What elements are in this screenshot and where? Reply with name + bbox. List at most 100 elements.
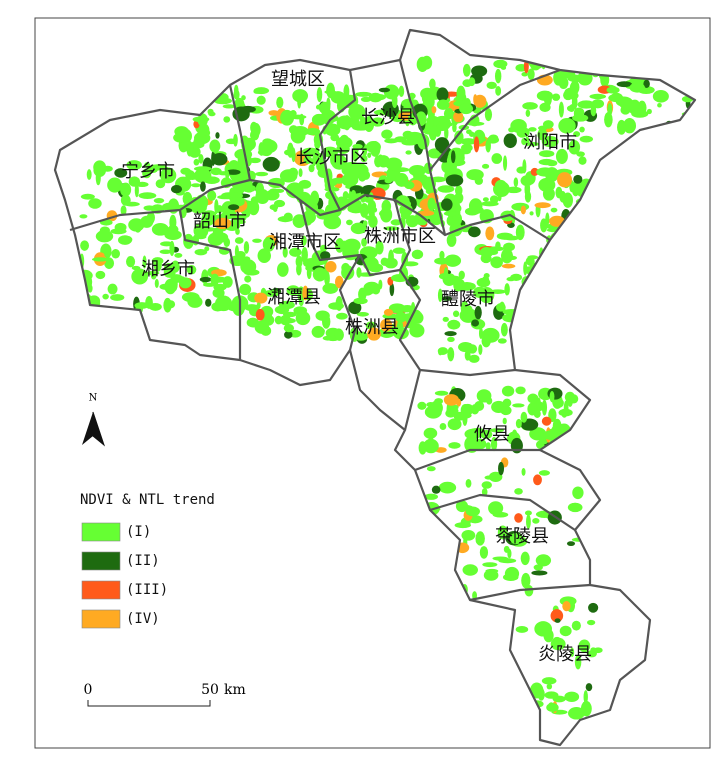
patch: [500, 322, 508, 337]
patch: [107, 177, 123, 193]
patch: [235, 228, 240, 235]
patch: [383, 308, 394, 316]
patch: [405, 215, 419, 228]
patch: [465, 478, 472, 488]
patch: [95, 170, 101, 186]
region-label: 醴陵市: [441, 289, 495, 310]
patch: [225, 170, 230, 180]
region-label: 攸县: [474, 424, 510, 445]
patch: [286, 285, 300, 296]
patch: [534, 202, 551, 209]
patch: [541, 399, 548, 416]
patch: [200, 181, 206, 192]
patch: [171, 185, 183, 194]
patch: [502, 155, 508, 171]
patch: [520, 205, 526, 215]
patch: [482, 562, 498, 568]
patch: [450, 150, 456, 164]
patch: [446, 233, 457, 247]
patch: [540, 218, 548, 233]
patch: [198, 153, 204, 164]
patch: [533, 564, 543, 571]
patch: [295, 311, 311, 326]
patch: [378, 279, 383, 290]
patch: [174, 253, 183, 258]
patch: [524, 510, 532, 516]
patch: [468, 354, 480, 363]
patch: [572, 486, 584, 500]
district-boundaries: [69, 59, 591, 602]
patch: [404, 181, 415, 190]
patch: [325, 260, 337, 273]
patch: [542, 187, 555, 201]
patch: [348, 301, 362, 315]
patch: [623, 117, 637, 134]
patch: [546, 683, 553, 690]
patch: [427, 117, 434, 129]
region-label: 湘乡市: [141, 259, 195, 280]
frame: [34, 17, 711, 749]
patch: [278, 317, 296, 324]
patch: [348, 103, 366, 120]
patch: [213, 232, 229, 243]
patch: [473, 94, 478, 105]
patch: [356, 311, 369, 317]
patch: [447, 336, 455, 342]
patch: [554, 618, 561, 623]
patch: [383, 226, 400, 231]
patch: [549, 391, 555, 403]
patch: [229, 196, 245, 203]
patch: [319, 244, 328, 252]
patch: [256, 95, 266, 105]
patch: [143, 205, 156, 211]
patch: [189, 196, 203, 207]
patch: [571, 94, 578, 110]
patch: [456, 412, 472, 419]
patch: [567, 74, 584, 83]
patch: [564, 691, 580, 703]
patch: [262, 156, 280, 172]
patch: [131, 268, 149, 285]
patch: [91, 257, 109, 262]
patch: [222, 104, 236, 109]
patch: [494, 68, 502, 84]
region-label: 浏阳市: [523, 132, 577, 153]
patch: [128, 218, 145, 232]
patch: [276, 262, 289, 277]
patch: [126, 256, 136, 268]
patch: [568, 140, 581, 155]
patch: [254, 171, 269, 177]
outer-boundary: [53, 28, 697, 747]
patch: [299, 113, 305, 126]
patch: [485, 139, 491, 153]
patch: [488, 471, 503, 483]
patch: [475, 531, 485, 546]
legend: NDVI & NTL trend (I) (II) (III) (IV): [80, 492, 215, 629]
scale-bar: 0 50 km: [84, 682, 246, 707]
patch: [401, 98, 418, 109]
patch: [501, 385, 515, 397]
patch: [134, 183, 139, 198]
patch: [284, 330, 293, 339]
patch: [465, 305, 473, 314]
patch: [289, 247, 302, 257]
patch: [424, 493, 439, 500]
patch: [392, 247, 406, 254]
patch: [389, 282, 395, 297]
patch: [148, 303, 162, 311]
patch: [239, 105, 256, 113]
patch: [483, 569, 499, 581]
patch: [538, 470, 551, 476]
patch: [558, 76, 569, 89]
patch: [202, 210, 217, 219]
patch: [423, 438, 439, 454]
patch: [447, 347, 455, 362]
patch: [500, 405, 512, 416]
patch: [551, 93, 561, 101]
patch: [504, 283, 510, 296]
patch: [515, 386, 526, 395]
patch: [481, 481, 492, 489]
patch: [476, 277, 491, 288]
patch: [138, 192, 157, 199]
patch: [627, 101, 642, 110]
